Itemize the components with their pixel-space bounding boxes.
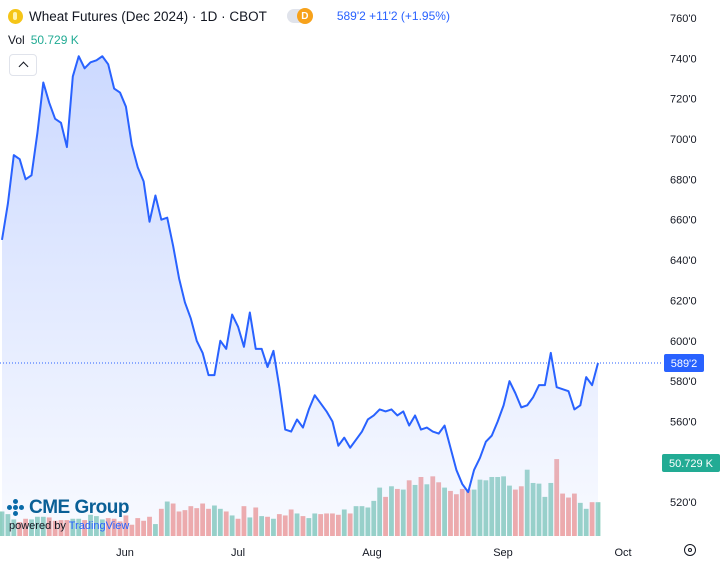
y-tick-label: 600'0 <box>670 336 697 348</box>
volume-tag <box>662 454 720 472</box>
y-tick-label: 720'0 <box>670 94 697 106</box>
y-tick-label: 680'0 <box>670 174 697 186</box>
delayed-data-badge: D <box>296 8 313 24</box>
chevron-up-icon <box>18 61 28 72</box>
x-tick-label: Sep <box>493 547 513 559</box>
last-price-label: 589'2 <box>671 358 698 370</box>
y-tick-label: 740'0 <box>670 53 697 65</box>
y-tick-label: 660'0 <box>670 215 697 227</box>
cme-globe-icon <box>7 499 25 517</box>
y-tick-label: 700'0 <box>670 134 697 146</box>
y-tick-label: 640'0 <box>670 255 697 267</box>
volume-label: Vol <box>8 33 25 47</box>
wheat-coin-icon[interactable] <box>8 8 23 24</box>
x-tick-label: Jul <box>231 547 245 559</box>
price-line <box>1 55 599 494</box>
price-area <box>2 56 598 537</box>
delay-badge[interactable]: D <box>286 8 313 24</box>
x-tick-label: Aug <box>362 547 382 559</box>
x-tick-label: Oct <box>614 547 631 559</box>
chart-header: Wheat Futures (Dec 2024) · 1D · CBOT D 5… <box>8 8 450 24</box>
x-tick-label: Jun <box>116 547 134 559</box>
y-tick-label: 620'0 <box>670 295 697 307</box>
powered-by-text: powered by TradingView <box>7 520 129 532</box>
tradingview-brand: TradingView <box>68 520 130 532</box>
volume-legend: Vol 50.729 K <box>8 33 79 47</box>
last-price-tag <box>664 353 704 372</box>
cme-tradingview-logo[interactable]: CME Group powered by TradingView <box>7 497 130 532</box>
gear-icon[interactable] <box>684 544 696 556</box>
y-tick-label: 560'0 <box>670 417 697 429</box>
y-tick-label: 580'0 <box>670 376 697 388</box>
symbol-title[interactable]: Wheat Futures (Dec 2024) · 1D · CBOT <box>29 8 267 24</box>
y-tick-label: 760'0 <box>670 13 697 25</box>
volume-tag-label: 50.729 K <box>669 458 714 470</box>
y-tick-label: 520'0 <box>670 497 697 509</box>
powered-by-prefix: powered by <box>9 520 66 532</box>
cme-logo-text: CME Group <box>29 497 130 518</box>
price-change: 589'2 +11'2 (+1.95%) <box>336 9 450 23</box>
collapse-legend-button[interactable] <box>9 54 37 76</box>
volume-value: 50.729 K <box>30 33 79 47</box>
